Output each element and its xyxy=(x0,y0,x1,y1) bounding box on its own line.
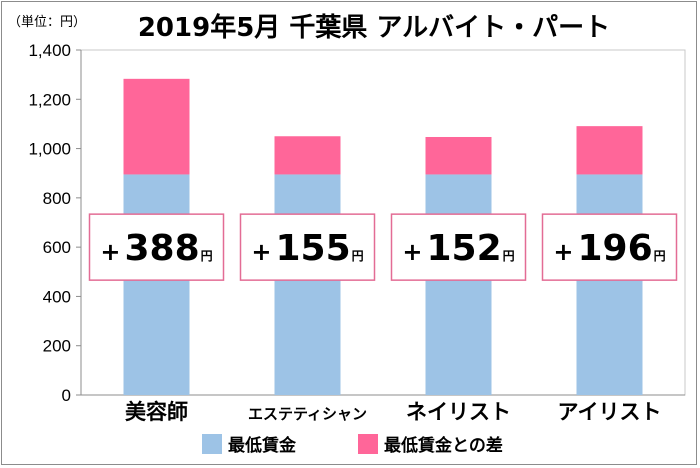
difference-value-text: +155円 xyxy=(251,228,363,269)
y-tick-label: 1,200 xyxy=(28,90,71,109)
y-tick-label: 1,400 xyxy=(28,41,71,60)
difference-number: 152 xyxy=(426,228,501,269)
legend-swatch xyxy=(202,434,222,454)
category-label-2: エステティシャン xyxy=(248,405,367,423)
y-tick-label: 400 xyxy=(43,287,71,306)
bar-difference-4 xyxy=(576,126,643,175)
difference-label-box-2: +155円 xyxy=(239,213,376,281)
legend-item-2: 最低賃金との差 xyxy=(358,434,503,456)
category-labels: 美容師 エステティシャン ネイリスト アイリスト xyxy=(125,400,661,424)
bar-min-wage-1 xyxy=(123,174,190,395)
chart-title: 2019年5月 千葉県 アルバイト・パート xyxy=(138,12,610,43)
y-axis-ticks: 0 200 400 600 800 1,000 1,200 1,400 xyxy=(28,41,81,405)
difference-sign: + xyxy=(553,238,573,266)
bar-min-wage-4 xyxy=(576,174,643,395)
category-label-4: アイリスト xyxy=(558,400,662,424)
difference-sign: + xyxy=(251,238,271,266)
difference-label-box-1: +388円 xyxy=(88,213,225,281)
y-tick-label: 1,000 xyxy=(28,140,71,159)
difference-labels: +388円 +155円 +152円 +196円 xyxy=(88,213,678,281)
bar-min-wage-3 xyxy=(425,174,492,395)
bar-difference-2 xyxy=(274,136,341,175)
difference-unit: 円 xyxy=(201,249,213,263)
difference-number: 388 xyxy=(124,228,199,269)
difference-unit: 円 xyxy=(654,249,666,263)
difference-value-text: +196円 xyxy=(553,228,665,269)
difference-sign: + xyxy=(100,238,120,266)
difference-box-frame xyxy=(390,213,527,281)
legend-label: 最低賃金との差 xyxy=(384,435,503,456)
difference-box-frame xyxy=(239,213,376,281)
y-tick-label: 600 xyxy=(43,238,71,257)
category-label-3: ネイリスト xyxy=(406,400,511,424)
difference-value-text: +388円 xyxy=(100,228,212,269)
legend-label: 最低賃金 xyxy=(228,435,297,456)
legend-swatch xyxy=(358,434,378,454)
y-tick-label: 0 xyxy=(62,386,71,405)
difference-value-text: +152円 xyxy=(402,228,514,269)
difference-unit: 円 xyxy=(352,249,364,263)
difference-number: 196 xyxy=(577,228,652,269)
difference-number: 155 xyxy=(275,228,350,269)
difference-box-frame xyxy=(541,213,678,281)
bars-group xyxy=(123,78,643,395)
y-tick-label: 200 xyxy=(43,337,71,356)
unit-label: （単位：円） xyxy=(8,14,86,30)
bar-difference-1 xyxy=(123,78,190,175)
difference-sign: + xyxy=(402,238,422,266)
difference-box-frame xyxy=(88,213,225,281)
legend-item-1: 最低賃金 xyxy=(202,434,297,456)
bar-difference-3 xyxy=(425,136,492,175)
difference-label-box-4: +196円 xyxy=(541,213,678,281)
difference-unit: 円 xyxy=(503,249,515,263)
difference-label-box-3: +152円 xyxy=(390,213,527,281)
y-tick-label: 800 xyxy=(43,189,71,208)
bar-min-wage-2 xyxy=(274,174,341,395)
legend: 最低賃金 最低賃金との差 xyxy=(202,434,503,456)
category-label-1: 美容師 xyxy=(125,400,188,424)
